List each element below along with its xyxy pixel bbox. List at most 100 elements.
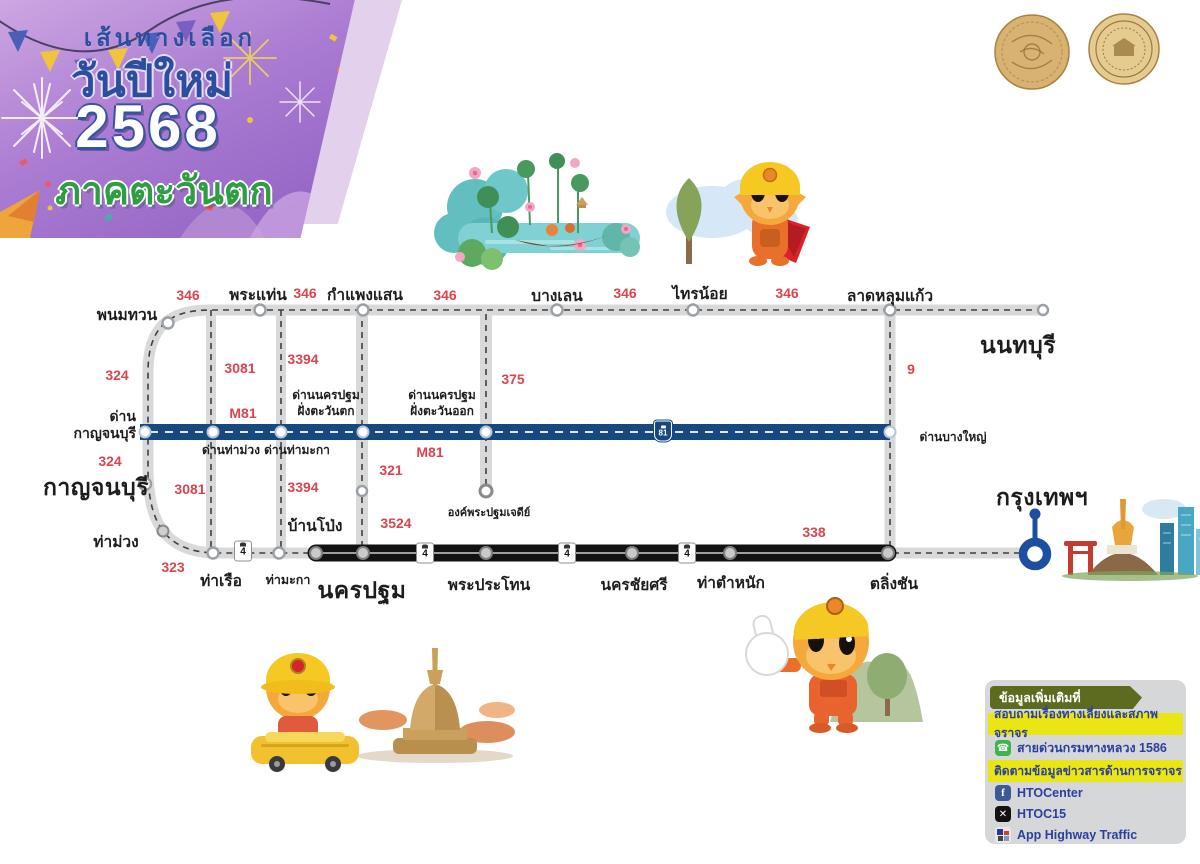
- city-label-kanchanaburi: กาญจนบุรี: [42, 474, 150, 500]
- city-label-nakhon-pathom: นครปฐม: [317, 577, 407, 603]
- hotline-row: ☎ สายด่วนกรมทางหลวง 1586: [995, 738, 1167, 758]
- shield-crest-icon: [660, 425, 666, 428]
- gate-kanchanaburi-line2: กาญจนบุรี: [73, 425, 136, 441]
- highway-4-shield: 4: [234, 540, 252, 562]
- gate-label-tha-muang: ด่านท่าม่วง: [202, 443, 260, 457]
- banner-title: วันปีใหม่: [70, 57, 234, 106]
- route-number-3081: 3081: [224, 360, 256, 376]
- shield-number: 4: [684, 548, 690, 560]
- fireworks-icon: [1, 31, 321, 159]
- junction-nodes: [137, 303, 1050, 560]
- town-label-tha-maka: ท่ามะกา: [265, 573, 311, 587]
- gate-label-kanchanaburi: ด่าน กาญจนบุรี: [74, 408, 136, 442]
- facebook-handle: HTOCenter: [1017, 786, 1083, 800]
- route-number-346: 346: [293, 285, 317, 301]
- route-number-3081: 3081: [174, 481, 206, 497]
- route-number-346: 346: [433, 287, 457, 303]
- party-popper-icon: [0, 181, 61, 238]
- gate-label-tha-maka: ด่านท่ามะกา: [264, 443, 330, 457]
- town-label-bang-len: บางเลน: [531, 288, 583, 305]
- gate-kanchanaburi-line1: ด่าน: [109, 408, 136, 424]
- gate-np-east-line1: ด่านนครปฐม: [408, 388, 476, 402]
- pagoda: [357, 648, 515, 763]
- route-number-346: 346: [176, 287, 200, 303]
- route-number-3524: 3524: [380, 515, 412, 531]
- town-label-phra-prathon: พระประโทน: [447, 577, 531, 594]
- city-label-nonthaburi: นนทบุรี: [979, 332, 1057, 358]
- route-number-9: 9: [907, 361, 915, 377]
- highway-4-shield: 4: [416, 542, 434, 564]
- tree-canopy: [867, 653, 907, 699]
- info-panel-header-ribbon: ข้อมูลเพิ่มเติมที่: [990, 686, 1142, 709]
- agency-seals: [994, 13, 1160, 90]
- x-icon: ✕: [995, 806, 1011, 822]
- banner-decorations: [0, 0, 352, 238]
- route-number-346: 346: [613, 285, 637, 301]
- skyscrapers: [1160, 507, 1200, 575]
- highway-4-shield: 4: [558, 542, 576, 564]
- thumbs-up-mascot-illustration: [745, 597, 923, 733]
- shield-number: 4: [422, 548, 428, 560]
- shield-crest-icon: [240, 542, 246, 547]
- route-number-323: 323: [161, 559, 185, 575]
- gate-label-nakhon-pathom-east: ด่านนครปฐม ฝั่งตะวันออก: [408, 387, 476, 419]
- shield-number: 4: [564, 548, 570, 560]
- bunting-rope: [0, 0, 331, 53]
- gate-np-east-line2: ฝั่งตะวันออก: [410, 404, 474, 418]
- ministry-seal: [994, 14, 1070, 90]
- giant-swing: [1064, 541, 1097, 575]
- shield-number: 4: [240, 546, 246, 558]
- route-number-321: 321: [379, 462, 403, 478]
- route-number-3394: 3394: [287, 479, 319, 495]
- town-label-ban-pong: บ้านโป่ง: [287, 518, 343, 535]
- town-label-taling-chan: ตลิ่งชัน: [869, 576, 919, 593]
- city-label-bangkok: กรุงเทพฯ: [995, 484, 1089, 510]
- tree-trunk: [686, 224, 692, 264]
- confetti: [19, 33, 343, 221]
- route-number-375: 375: [501, 371, 525, 387]
- x-row: ✕ HTOC15: [995, 806, 1066, 822]
- gate-label-nakhon-pathom-west: ด่านนครปฐม ฝั่งตะวันตก: [292, 387, 360, 419]
- route-number-338: 338: [802, 524, 826, 540]
- phone-icon: ☎: [995, 740, 1011, 756]
- gate-np-west-line2: ฝั่งตะวันตก: [297, 404, 355, 418]
- facebook-icon: f: [995, 785, 1011, 801]
- route-number-m81: M81: [416, 444, 444, 460]
- app-label: App Highway Traffic: [1017, 828, 1138, 842]
- shield-crest-icon: [564, 544, 570, 549]
- bangkok-skyline-illustration: [1062, 499, 1200, 581]
- info-ask-title: สอบถามเรื่องทางเลี่ยงและสภาพจราจร: [988, 707, 1183, 740]
- town-label-tha-ruea: ท่าเรือ: [200, 573, 242, 590]
- facebook-row: f HTOCenter: [995, 785, 1083, 801]
- town-label-tha-tamnak: ท่าตำหนัก: [697, 575, 765, 592]
- mascot-car-and-pagoda-illustration: [251, 648, 515, 772]
- gate-np-west-line1: ด่านนครปฐม: [292, 388, 360, 402]
- town-label-kamphaeng-saen: กำแพงแสน: [327, 287, 403, 304]
- yellow-car: [251, 732, 359, 772]
- banner-region: ภาคตะวันตก: [55, 170, 273, 213]
- route-number-324: 324: [98, 453, 122, 469]
- shield-crest-icon: [422, 544, 428, 549]
- town-label-tha-muang: ท่าม่วง: [93, 534, 139, 551]
- mascot-with-cape-illustration: [666, 162, 810, 266]
- highway-4-shield: 4: [678, 542, 696, 564]
- mascot: [745, 597, 869, 733]
- app-row: App Highway Traffic: [995, 827, 1137, 843]
- header-banner: [0, 0, 355, 238]
- tree-trunk: [885, 684, 890, 716]
- highway-traffic-app-icon: [995, 827, 1011, 843]
- route-number-324: 324: [105, 367, 129, 383]
- more-info-panel: ข้อมูลเพิ่มเติมที่ สอบถามเรื่องทางเลี่ยง…: [985, 680, 1186, 844]
- banner-subtitle: เส้นทางเลือก: [83, 25, 257, 52]
- motorway-81-shield: 81: [654, 420, 672, 442]
- info-panel-header: ข้อมูลเพิ่มเติมที่: [999, 690, 1081, 705]
- route-number-m81: M81: [229, 405, 257, 421]
- golden-mount: [1088, 553, 1158, 575]
- route-number-346: 346: [775, 285, 799, 301]
- banner-year: 2568: [75, 93, 221, 160]
- tree-canopy: [676, 178, 702, 242]
- route-number-3394: 3394: [287, 351, 319, 367]
- shield-number: 81: [658, 428, 668, 437]
